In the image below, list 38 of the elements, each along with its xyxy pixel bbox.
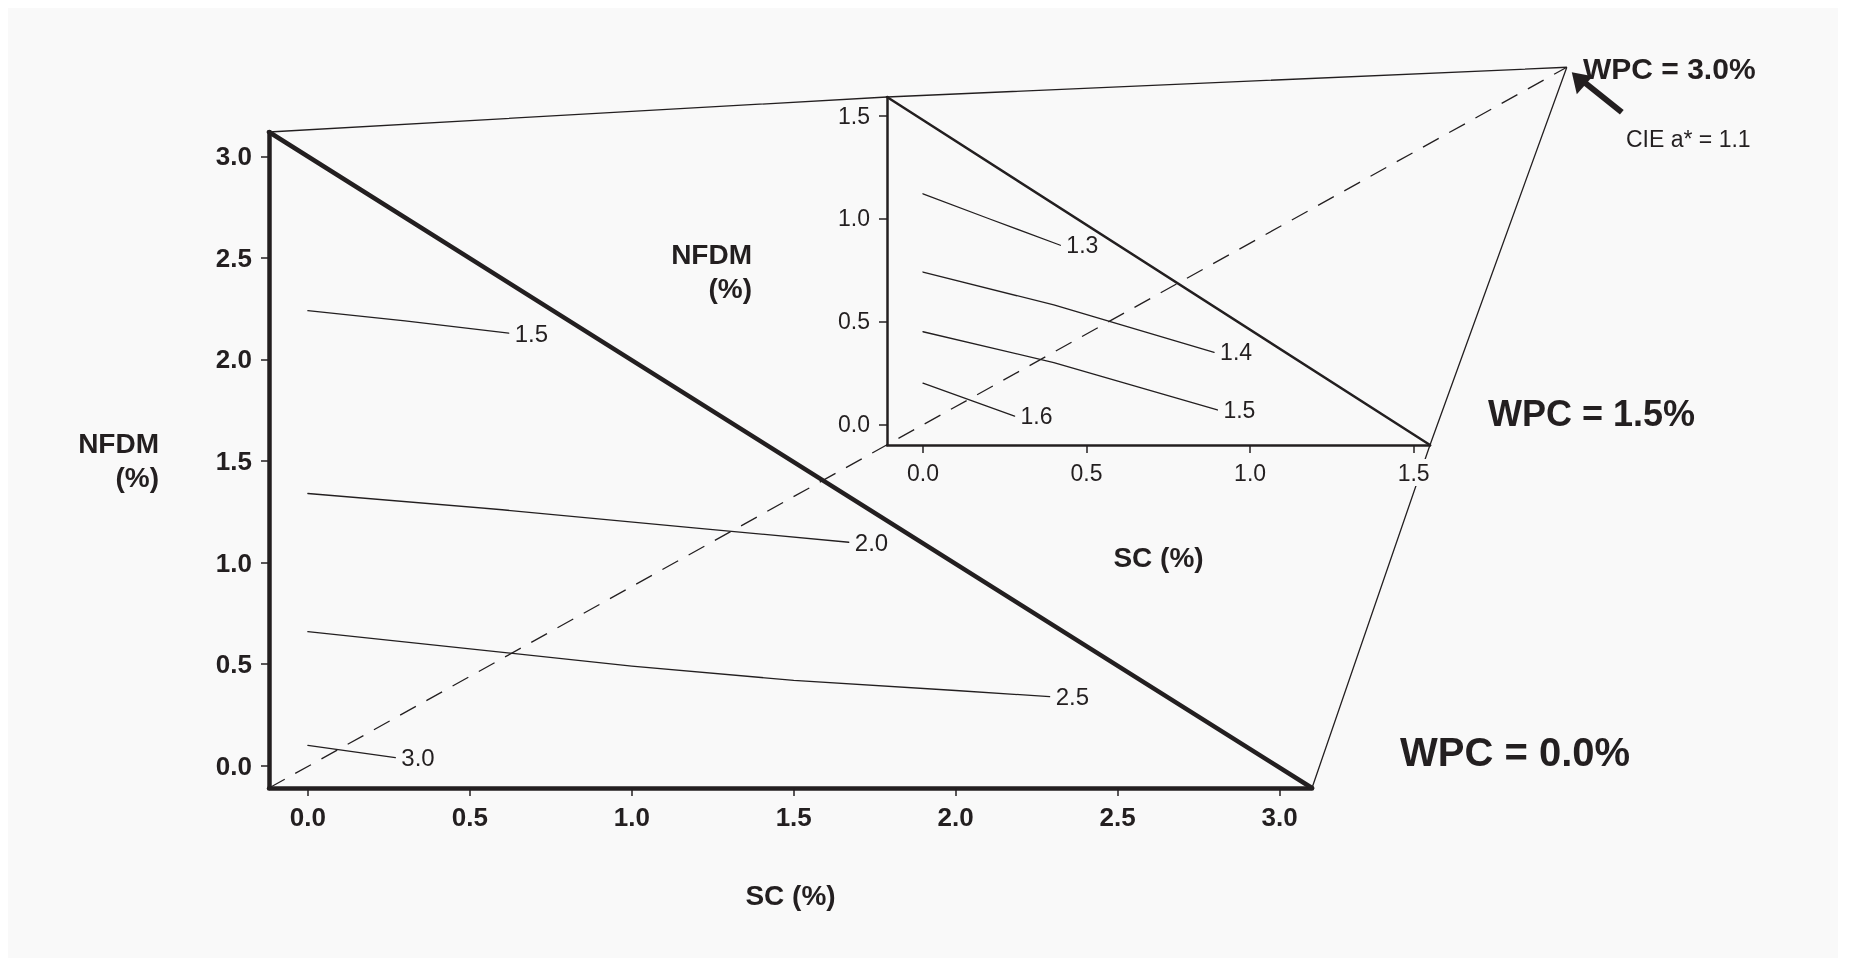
y-tick-label: 3.0 (215, 141, 252, 172)
x-tick-label: 3.0 (1261, 802, 1298, 832)
x-axis-title: SC (%) (1113, 541, 1204, 573)
series-label: 1.4 (1220, 339, 1253, 366)
x-tick-label: 1.0 (613, 802, 650, 832)
x-tick-label: 0.0 (906, 459, 939, 486)
x-tick-label: 0.5 (451, 802, 488, 832)
series-label: 2.5 (1055, 683, 1090, 711)
y-axis-title: NFDM (%) (78, 427, 159, 493)
y-tick-label: 0.5 (838, 308, 870, 335)
y-tick-label: 1.5 (838, 102, 870, 129)
series-label: 1.5 (1223, 396, 1256, 423)
line-series (307, 630, 1051, 698)
y-tick-label: 1.0 (215, 547, 252, 578)
series-label: 1.3 (1066, 232, 1099, 259)
x-tick-label: 1.5 (1397, 459, 1430, 486)
series-label: 3.0 (401, 744, 435, 772)
text: WPC = 0.0% (1400, 730, 1631, 775)
text: CIE a* = 1.1 (1626, 126, 1751, 153)
x-tick-label: 0.5 (1070, 459, 1103, 486)
text: WPC = 1.5% (1488, 393, 1696, 435)
y-tick-label: 0.5 (215, 649, 252, 680)
x-tick-label: 2.5 (1099, 802, 1136, 832)
text: WPC = 3.0% (1583, 52, 1756, 86)
line-series (307, 492, 850, 543)
y-tick-label: 2.5 (215, 242, 252, 273)
y-tick-label: 0.0 (215, 750, 252, 781)
x-tick-label: 1.5 (775, 802, 812, 832)
y-axis-title: NFDM (%) (671, 238, 752, 304)
y-tick-label: 2.0 (215, 344, 252, 375)
x-axis-title: SC (%) (745, 879, 836, 911)
x-tick-label: 1.0 (1234, 459, 1267, 486)
series-label: 1.5 (514, 319, 549, 347)
y-tick-label: 0.0 (838, 411, 870, 438)
x-tick-label: 2.0 (937, 802, 974, 832)
series-label: 1.6 (1020, 403, 1053, 430)
x-tick-label: 0.0 (289, 802, 326, 832)
y-tick-label: 1.0 (838, 205, 870, 232)
